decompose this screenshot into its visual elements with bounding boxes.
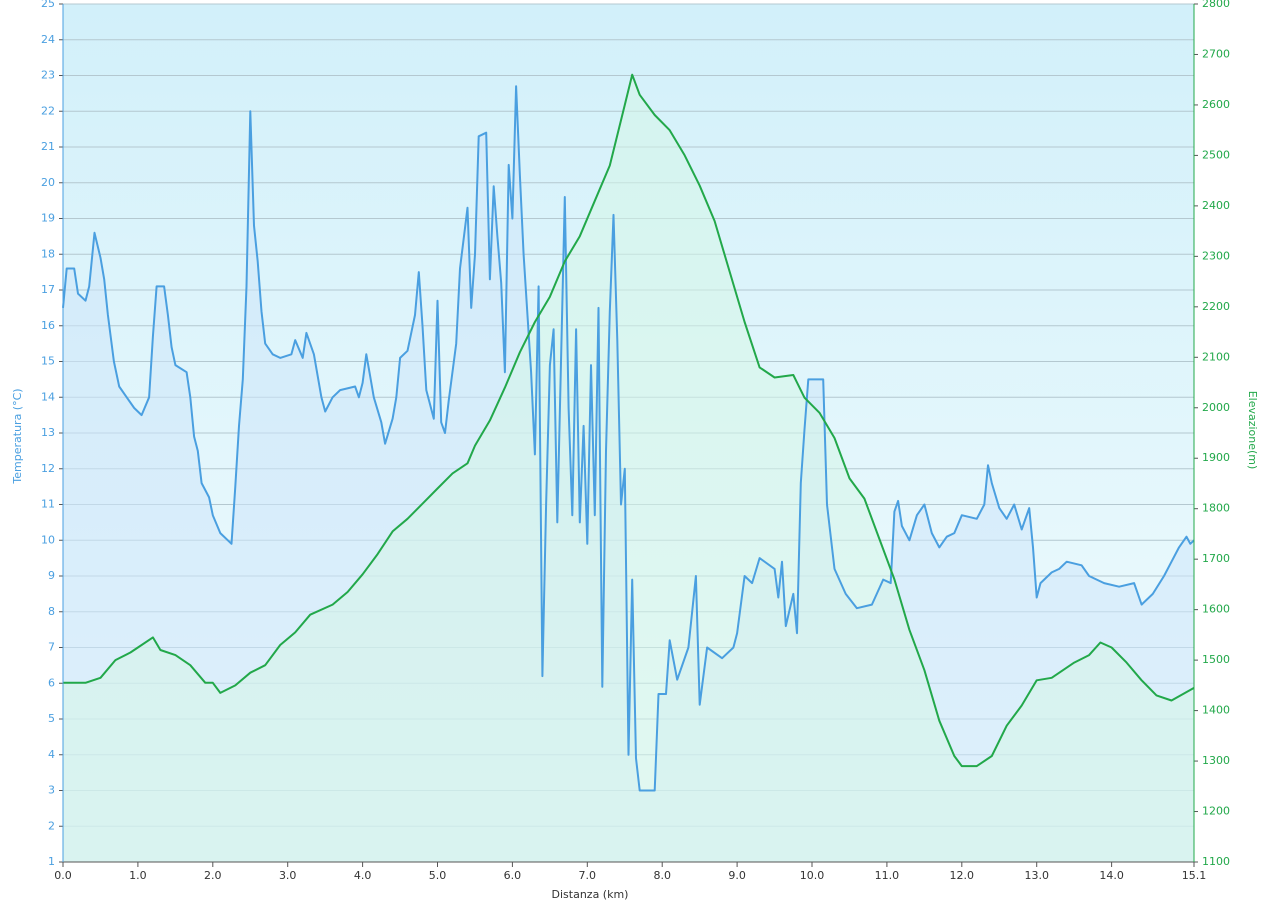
x-tick-label: 4.0	[354, 869, 372, 882]
y-tick-label: 24	[41, 33, 55, 46]
x-tick-label: 13.0	[1024, 869, 1049, 882]
x-tick-label: 3.0	[279, 869, 297, 882]
y-tick-label: 12	[41, 462, 55, 475]
y2-tick-label: 2400	[1202, 199, 1230, 212]
line	[63, 73, 1195, 768]
y-tick-label: 10	[41, 533, 55, 546]
y2-tick-label: 2700	[1202, 47, 1230, 60]
y-tick-label: 15	[41, 355, 55, 368]
y2-tick-label: 1500	[1202, 653, 1230, 666]
y2-tick-label: 1600	[1202, 603, 1230, 616]
y2-tick-label: 2200	[1202, 300, 1230, 313]
y2-tick-label: 2100	[1202, 350, 1230, 363]
y-tick-label: 3	[48, 784, 55, 797]
x-tick-label: 12.0	[950, 869, 975, 882]
y2-tick-label: 1900	[1202, 451, 1230, 464]
y-tick-label: 7	[48, 641, 55, 654]
y2-tick-label: 2600	[1202, 98, 1230, 111]
x-tick-label: 5.0	[429, 869, 447, 882]
y2-tick-label: 2000	[1202, 401, 1230, 414]
x-tick-label: 7.0	[579, 869, 597, 882]
y-tick-label: 22	[41, 104, 55, 117]
y2-tick-label: 1100	[1202, 855, 1230, 868]
y-tick-label: 2	[48, 819, 55, 832]
x-tick-label: 10.0	[800, 869, 825, 882]
y-tick-label: 17	[41, 283, 55, 296]
y-tick-label: 4	[48, 748, 55, 761]
x-tick-label: 11.0	[875, 869, 900, 882]
y-tick-label: 20	[41, 176, 55, 189]
x-tick-label: 2.0	[204, 869, 222, 882]
x-tick-label: 1.0	[129, 869, 147, 882]
y-tick-label: 1	[48, 855, 55, 868]
y-tick-label: 19	[41, 212, 55, 225]
y-tick-label: 21	[41, 140, 55, 153]
y-tick-label: 11	[41, 498, 55, 511]
y-tick-label: 16	[41, 319, 55, 332]
y-tick-label: 13	[41, 426, 55, 439]
y-tick-label: 18	[41, 247, 55, 260]
y2-tick-label: 1200	[1202, 805, 1230, 818]
y2-tick-label: 1300	[1202, 754, 1230, 767]
y-tick-label: 5	[48, 712, 55, 725]
y2-axis-label: Elevazione(m)	[1246, 391, 1259, 470]
area	[63, 74, 1194, 862]
y2-tick-label: 1400	[1202, 704, 1230, 717]
x-tick-label: 0.0	[54, 869, 72, 882]
x-tick-label: 6.0	[504, 869, 522, 882]
y-tick-label: 8	[48, 605, 55, 618]
line	[62, 85, 1195, 792]
y-axis-label: Temperatura (°C)	[11, 388, 24, 484]
y-tick-label: 25	[41, 0, 55, 10]
y-tick-label: 9	[48, 569, 55, 582]
y2-tick-label: 2500	[1202, 148, 1230, 161]
y-tick-label: 6	[48, 676, 55, 689]
x-tick-label: 14.0	[1099, 869, 1124, 882]
y2-tick-label: 2300	[1202, 249, 1230, 262]
x-tick-label: 8.0	[653, 869, 671, 882]
x-tick-label: 15.1	[1182, 869, 1207, 882]
y-tick-label: 23	[41, 69, 55, 82]
y-tick-label: 14	[41, 390, 55, 403]
y2-tick-label: 1800	[1202, 502, 1230, 515]
x-tick-label: 9.0	[728, 869, 746, 882]
y2-tick-label: 2800	[1202, 0, 1230, 10]
x-axis-label: Distanza (km)	[552, 888, 629, 901]
y2-tick-label: 1700	[1202, 552, 1230, 565]
